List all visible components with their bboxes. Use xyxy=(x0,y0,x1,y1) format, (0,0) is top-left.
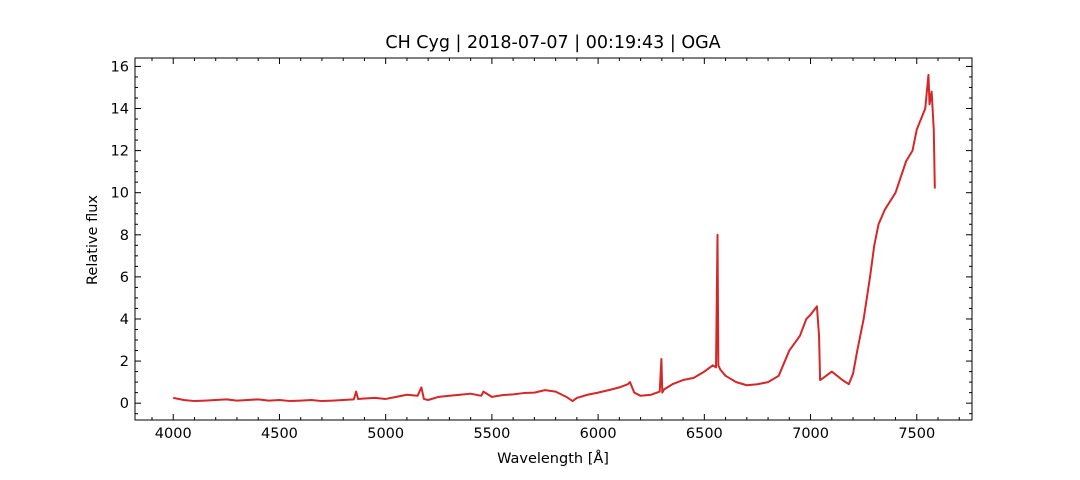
y-axis-label: Relative flux xyxy=(85,195,101,285)
x-tick-label: 7500 xyxy=(898,426,935,442)
x-tick-label: 6000 xyxy=(580,426,617,442)
y-tick-label: 0 xyxy=(120,396,129,412)
x-tick-label: 4500 xyxy=(261,426,298,442)
y-tick-label: 8 xyxy=(120,228,129,244)
y-tick-label: 2 xyxy=(120,354,129,370)
spectrum-line xyxy=(173,73,936,403)
x-tick-label: 5500 xyxy=(473,426,510,442)
y-tick-label: 6 xyxy=(120,270,129,286)
x-axis-label: Wavelength [Å] xyxy=(497,450,609,467)
y-tick-label: 12 xyxy=(111,144,129,160)
y-tick-label: 4 xyxy=(120,312,129,328)
x-tick-label: 6500 xyxy=(686,426,723,442)
chart-title: CH Cyg | 2018-07-07 | 00:19:43 | OGA xyxy=(385,33,720,53)
x-tick-label: 4000 xyxy=(155,426,192,442)
x-tick-label: 5000 xyxy=(367,426,404,442)
plot-frame xyxy=(134,57,973,421)
x-tick-label: 7000 xyxy=(792,426,829,442)
plot-area: 4000 4500 5000 5500 6000 6500 7000 7500 0 2 4 6 8 10 1… xyxy=(111,57,973,442)
y-tick-label: 10 xyxy=(111,186,129,202)
y-tick-label: 14 xyxy=(111,102,129,118)
y-tick-label: 16 xyxy=(111,59,129,75)
